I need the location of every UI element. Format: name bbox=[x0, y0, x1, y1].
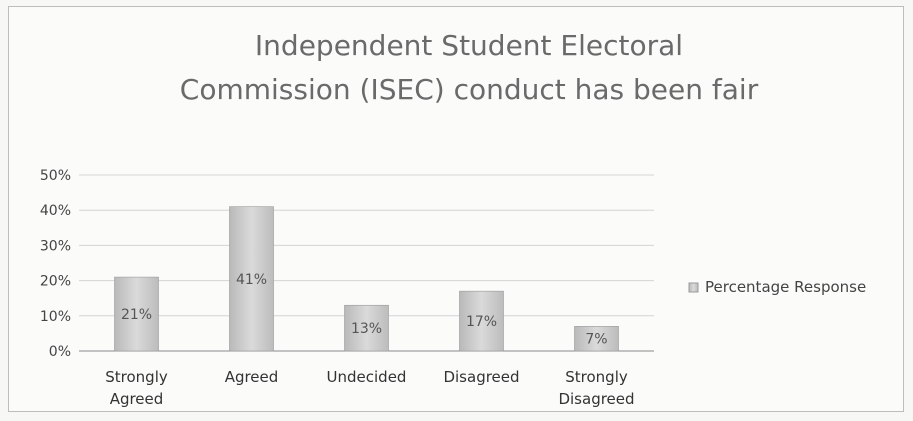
y-tick-label: 10% bbox=[40, 309, 71, 325]
legend-swatch bbox=[688, 282, 699, 293]
y-tick-label: 50% bbox=[40, 168, 71, 184]
x-axis-categories: Strongly Agreed Agreed Undecided Disagreed St… bbox=[105, 368, 634, 408]
x-category-label: Agreed bbox=[225, 368, 279, 386]
bar-chart: Independent Student Electoral Commission… bbox=[40, 29, 866, 408]
data-label: 7% bbox=[585, 332, 607, 348]
bar bbox=[344, 304, 389, 352]
y-tick-label: 40% bbox=[40, 203, 71, 219]
legend-label: Percentage Response bbox=[705, 278, 866, 296]
chart-title-line-2: Commission (ISEC) conduct has been fair bbox=[180, 73, 759, 106]
legend: Percentage Response bbox=[688, 278, 866, 296]
bar bbox=[114, 276, 159, 352]
x-category-label: Disagreed bbox=[443, 368, 519, 386]
grid-lines bbox=[79, 174, 654, 352]
bar bbox=[459, 290, 504, 352]
y-tick-label: 20% bbox=[40, 274, 71, 290]
bars bbox=[114, 206, 619, 352]
y-tick-label: 30% bbox=[40, 238, 71, 254]
y-axis-ticks: 0% 10% 20% 30% 40% 50% bbox=[40, 168, 71, 360]
y-tick-label: 0% bbox=[49, 344, 71, 360]
x-category-label: Strongly bbox=[565, 368, 628, 386]
data-label: 13% bbox=[351, 321, 382, 337]
x-category-label: Disagreed bbox=[558, 390, 634, 408]
data-label: 17% bbox=[466, 314, 497, 330]
chart-frame: Independent Student Electoral Commission… bbox=[8, 6, 904, 412]
bar bbox=[229, 206, 274, 352]
data-label: 41% bbox=[236, 272, 267, 288]
data-label: 21% bbox=[121, 307, 152, 323]
x-category-label: Strongly bbox=[105, 368, 168, 386]
x-category-label: Agreed bbox=[110, 390, 164, 408]
bar bbox=[574, 326, 619, 352]
chart-title-line-1: Independent Student Electoral bbox=[255, 29, 683, 62]
x-category-label: Undecided bbox=[327, 368, 407, 386]
data-labels: 21% 41% 13% 17% 7% bbox=[121, 272, 608, 348]
